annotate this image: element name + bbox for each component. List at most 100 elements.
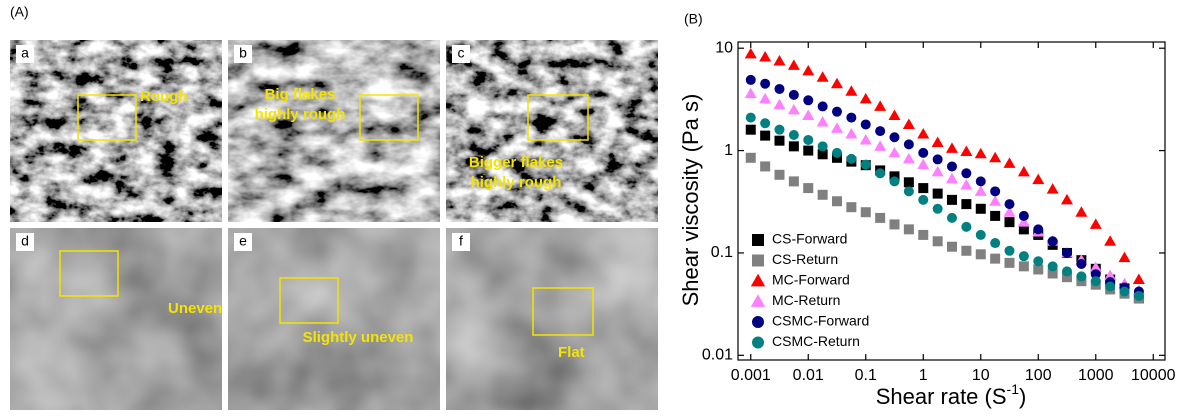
panel-label: (A) — [10, 4, 29, 20]
data-point — [746, 153, 756, 163]
data-point — [975, 185, 987, 196]
x-tick-label: 10 — [972, 367, 990, 384]
data-point — [1004, 217, 1014, 227]
annotation: Uneven — [168, 300, 222, 317]
data-point — [1091, 276, 1101, 286]
data-point — [832, 148, 842, 158]
legend-label: CSMC-Return — [772, 333, 860, 349]
data-point — [1047, 183, 1059, 194]
data-point — [933, 236, 943, 246]
sem-image — [446, 228, 658, 410]
data-point — [946, 142, 958, 153]
data-point — [1062, 266, 1072, 276]
legend-label: CS-Return — [772, 251, 838, 267]
x-tick-label: 100 — [1025, 367, 1052, 384]
annotation: Slightly uneven — [303, 329, 414, 346]
data-point — [1075, 206, 1087, 217]
data-point — [904, 224, 914, 234]
data-point — [960, 179, 972, 190]
data-point — [917, 159, 929, 170]
data-point — [773, 99, 785, 110]
sem-image — [10, 228, 222, 410]
data-point — [1118, 252, 1130, 262]
image-label: d — [21, 233, 29, 249]
data-point — [860, 93, 872, 104]
data-point — [818, 101, 828, 111]
data-point — [975, 148, 987, 159]
data-point — [1004, 199, 1014, 209]
data-point — [818, 190, 828, 200]
x-tick-label: 0.01 — [793, 367, 824, 384]
y-tick-label: 10 — [715, 39, 733, 56]
data-point — [990, 238, 1000, 248]
legend-marker — [751, 294, 765, 307]
annotation: Bigger flakes — [469, 154, 563, 171]
data-point — [1004, 258, 1014, 268]
data-point — [1033, 256, 1043, 266]
data-point — [803, 183, 813, 193]
data-point — [861, 207, 871, 217]
data-point — [759, 51, 771, 62]
legend-label: CS-Forward — [772, 231, 847, 247]
data-point — [845, 85, 857, 96]
data-point — [803, 95, 813, 105]
data-point — [990, 211, 1000, 221]
data-point — [904, 186, 914, 196]
data-point — [875, 168, 885, 178]
image-label: c — [458, 45, 465, 61]
data-point — [1062, 248, 1072, 258]
y-tick-label: 0.01 — [702, 347, 733, 364]
data-point — [888, 147, 900, 158]
data-point — [774, 84, 784, 94]
legend-marker — [752, 316, 764, 328]
data-point — [774, 170, 784, 180]
data-point — [1019, 261, 1029, 271]
data-point — [918, 230, 928, 240]
data-point — [1105, 282, 1115, 292]
data-point — [788, 59, 800, 69]
data-point — [933, 154, 943, 164]
data-point — [1004, 246, 1014, 256]
data-point — [961, 199, 971, 209]
data-point — [759, 93, 771, 104]
data-point — [788, 104, 800, 115]
data-point — [1076, 271, 1086, 281]
data-point — [990, 254, 1000, 264]
data-point — [918, 148, 928, 158]
data-point — [789, 141, 799, 151]
data-point — [961, 246, 971, 256]
x-tick-label: 1 — [919, 367, 928, 384]
data-point — [845, 128, 857, 139]
data-point — [760, 131, 770, 141]
data-point — [1033, 224, 1043, 234]
data-point — [875, 213, 885, 223]
data-point — [904, 177, 914, 187]
data-point — [917, 128, 929, 139]
data-point — [774, 136, 784, 146]
data-point — [832, 107, 842, 117]
data-point — [904, 139, 914, 149]
x-tick-label: 0.1 — [855, 367, 877, 384]
data-point — [918, 195, 928, 205]
legend-marker — [751, 274, 765, 287]
data-point — [803, 146, 813, 156]
data-point — [832, 196, 842, 206]
data-point — [746, 75, 756, 85]
y-tick-label: 1 — [724, 142, 733, 159]
data-point — [846, 113, 856, 123]
data-point — [861, 119, 871, 129]
data-point — [990, 186, 1000, 196]
data-point — [745, 88, 757, 99]
data-point — [903, 118, 915, 128]
data-point — [947, 242, 957, 252]
x-axis-title-sup: -1 — [1007, 381, 1020, 397]
data-point — [889, 219, 899, 229]
legend-marker — [752, 255, 764, 267]
annotation: highly rough — [471, 174, 562, 191]
data-point — [918, 183, 928, 193]
y-axis-title: Shear viscosity (Pa s) — [678, 94, 703, 307]
data-point — [746, 113, 756, 123]
data-point — [933, 204, 943, 214]
image-label: a — [21, 45, 29, 61]
data-point — [1019, 211, 1029, 221]
